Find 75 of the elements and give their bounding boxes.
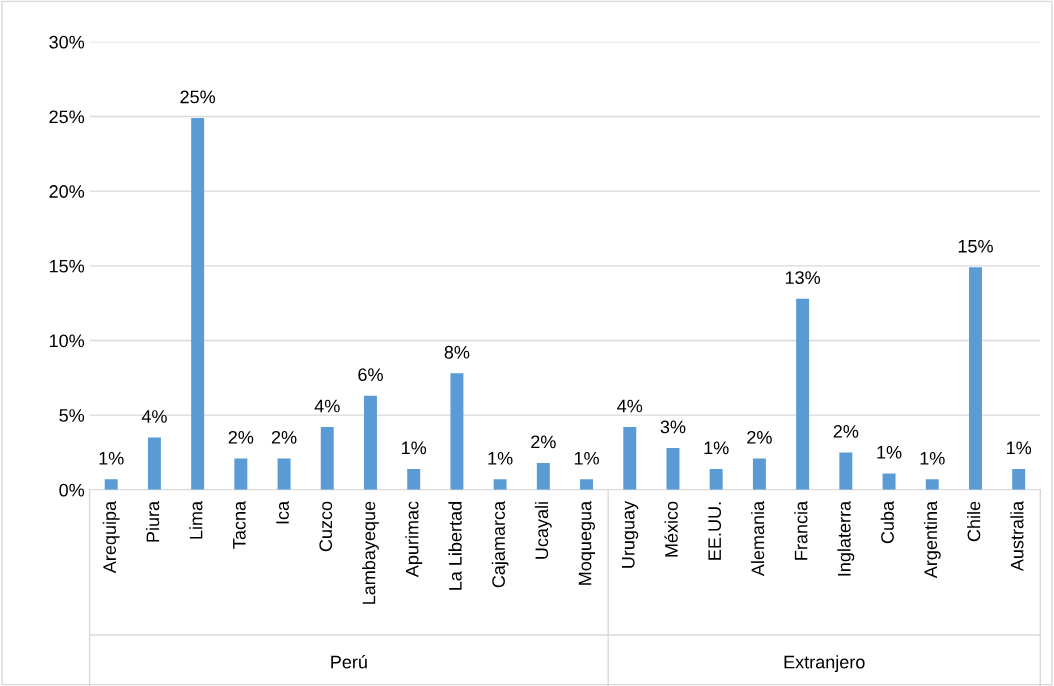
data-label: 2% <box>747 430 772 444</box>
bar <box>925 479 939 490</box>
bar <box>666 447 680 490</box>
bar <box>320 427 334 490</box>
bar <box>277 458 291 490</box>
y-tick-label: 20% <box>49 185 85 198</box>
data-label: 6% <box>358 368 383 382</box>
data-label: 4% <box>617 399 643 413</box>
x-tick-label: La Libertad <box>448 502 462 590</box>
x-tick-label: Chile <box>967 501 981 542</box>
x-tick-label: Uruguay <box>622 500 639 568</box>
x-tick-label: Cuzco <box>319 501 333 552</box>
x-tick-label: Tacna <box>233 500 246 549</box>
data-label: 2% <box>271 430 297 444</box>
y-tick-label: 15% <box>49 259 85 273</box>
bar <box>536 462 550 490</box>
bar <box>839 452 853 490</box>
bar <box>623 427 637 490</box>
bar <box>104 479 118 490</box>
bar <box>191 118 205 490</box>
x-tick-label: México <box>664 501 678 557</box>
bar <box>796 298 810 490</box>
data-label: 3% <box>660 420 686 434</box>
y-tick-label: 10% <box>49 334 85 348</box>
y-tick-label: 0% <box>59 483 85 497</box>
x-tick-label: Cajamarca <box>491 500 509 588</box>
bar <box>709 468 723 490</box>
bar <box>234 458 248 490</box>
x-tick-label: Cuba <box>880 500 894 544</box>
bar <box>493 479 507 490</box>
x-tick-label: Moquegua <box>578 500 595 585</box>
data-label: 4% <box>141 410 167 423</box>
bar <box>364 395 377 490</box>
bar <box>580 479 594 490</box>
x-tick-label: Arequipa <box>102 500 120 574</box>
x-tick-label: Inglaterra <box>837 500 855 576</box>
data-label: 13% <box>785 271 821 284</box>
x-tick-label: EE.UU. <box>708 502 722 560</box>
x-tick-label: Francia <box>794 500 808 560</box>
bar <box>407 468 421 490</box>
data-label: 1% <box>488 451 513 465</box>
bar <box>1012 468 1026 490</box>
y-tick-label: 25% <box>49 110 85 124</box>
text: Extranjero <box>784 655 865 673</box>
bar <box>882 473 896 490</box>
x-tick-label: Apurimac <box>405 501 423 578</box>
bar <box>450 373 464 490</box>
text: Perú <box>331 654 367 669</box>
data-label: 1% <box>877 445 902 459</box>
data-label: 1% <box>402 441 427 455</box>
data-label: 1% <box>574 451 599 465</box>
x-tick-label: Piura <box>146 500 160 542</box>
x-tick-label: Lima <box>189 500 203 539</box>
data-label: 1% <box>920 451 945 465</box>
x-tick-label: Lambayeque <box>362 501 379 604</box>
data-label: 8% <box>444 345 470 359</box>
x-tick-label: Argentina <box>923 500 941 579</box>
y-tick-label: 5% <box>59 409 85 422</box>
bar <box>752 458 766 490</box>
data-label: 2% <box>228 430 254 444</box>
bar <box>968 267 982 490</box>
y-tick-label: 30% <box>49 35 85 49</box>
data-label: 25% <box>180 90 216 104</box>
data-label: 2% <box>531 435 556 449</box>
data-label: 15% <box>958 239 993 253</box>
data-label: 1% <box>1007 441 1032 455</box>
x-tick-label: Ucayali <box>534 502 552 559</box>
data-label: 4% <box>314 399 340 413</box>
bar <box>147 437 161 490</box>
data-label: 2% <box>833 425 859 438</box>
x-tick-label: Ica <box>276 500 289 524</box>
x-tick-label: Alemania <box>750 500 765 577</box>
data-label: 1% <box>99 451 124 465</box>
x-tick-label: Australia <box>1010 500 1024 572</box>
data-label: 1% <box>704 441 729 455</box>
